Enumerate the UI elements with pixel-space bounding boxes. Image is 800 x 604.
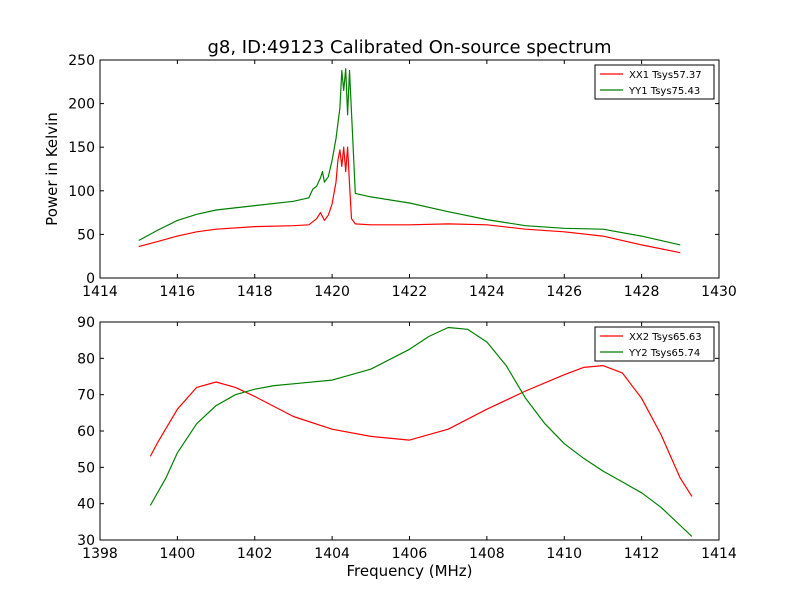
x-tick-label: 1406	[392, 546, 428, 562]
x-tick-label: 1416	[160, 284, 196, 300]
y-tick-label: 90	[77, 315, 95, 331]
x-tick-label: 1424	[469, 284, 505, 300]
y-tick-label: 50	[77, 460, 95, 476]
y-axis-title: Power in Kelvin	[43, 112, 61, 226]
x-tick-label: 1414	[701, 546, 737, 562]
legend-label: YY1 Tsys75.43	[628, 86, 700, 97]
legend: XX1 Tsys57.37 YY1 Tsys75.43	[594, 64, 715, 100]
y-tick-label: 250	[68, 53, 95, 69]
series-line-yy1	[138, 68, 681, 246]
y-tick-label: 150	[68, 140, 95, 156]
x-tick-label: 1418	[237, 284, 273, 300]
chart-title: g8, ID:49123 Calibrated On-source spectr…	[207, 37, 611, 58]
x-tick-label: 1400	[160, 546, 196, 562]
y-tick-label: 30	[77, 533, 95, 549]
y-tick-label: 70	[77, 388, 95, 404]
x-tick-label: 1426	[546, 284, 582, 300]
subplot-1: 1414 1416 1418 1420 1422 1424 1426 1428 1430 0 50 1…	[43, 37, 737, 300]
x-tick-label: 1420	[314, 284, 350, 300]
x-tick-label: 1402	[237, 546, 273, 562]
series-line-xx1	[138, 146, 681, 254]
y-tick-label: 50	[77, 227, 95, 243]
x-tick-label: 1422	[392, 284, 428, 300]
x-tick-label: 1414	[82, 284, 118, 300]
legend-box	[594, 64, 715, 100]
y-tick-label: 40	[77, 497, 95, 513]
y-tick-label: 0	[86, 271, 95, 287]
legend-label: YY2 Tsys65.74	[628, 348, 700, 359]
legend: XX2 Tsys65.63 YY2 Tsys65.74	[594, 326, 715, 362]
x-axis-title: Frequency (MHz)	[346, 562, 472, 580]
y-tick-label: 80	[77, 351, 95, 367]
legend-label: XX2 Tsys65.63	[629, 332, 702, 343]
y-tick-label: 200	[68, 97, 95, 113]
x-tick-label: 1404	[314, 546, 350, 562]
x-tick-label: 1398	[82, 546, 118, 562]
x-tick-label: 1408	[469, 546, 505, 562]
y-tick-label: 60	[77, 424, 95, 440]
x-tick-label: 1430	[701, 284, 737, 300]
y-tick-label: 100	[68, 184, 95, 200]
x-tick-label: 1428	[624, 284, 660, 300]
subplot-2: 1398 1400 1402 1404 1406 1408 1410 1412 1414 30 40…	[77, 315, 737, 580]
series-line-yy2	[149, 326, 693, 537]
legend-box	[594, 326, 715, 362]
series-line-xx2	[149, 365, 693, 497]
legend-label: XX1 Tsys57.37	[629, 70, 702, 81]
x-tick-label: 1410	[546, 546, 582, 562]
x-tick-label: 1412	[624, 546, 660, 562]
